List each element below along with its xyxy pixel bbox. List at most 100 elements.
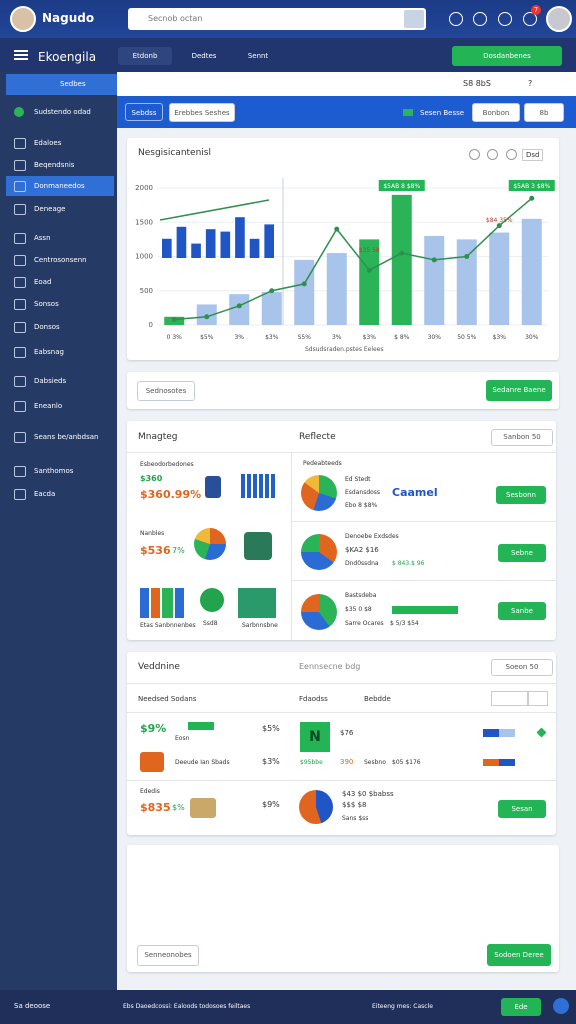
tile: N <box>300 722 330 752</box>
text: $05 $176 <box>392 759 421 766</box>
text: $76 <box>340 729 354 737</box>
button[interactable]: 8b <box>524 103 564 122</box>
menu-icon[interactable] <box>14 50 28 60</box>
sidebar-top[interactable] <box>6 74 117 95</box>
highlight: Caamel <box>392 486 438 499</box>
value: $835 <box>140 801 171 814</box>
box-icon <box>190 798 216 818</box>
value: 7% <box>172 546 185 555</box>
select[interactable]: Soeon 50 <box>491 659 553 676</box>
button[interactable]: Sodoen Deree <box>487 944 551 966</box>
tab[interactable]: Etdonb <box>118 47 172 65</box>
footer-button[interactable]: Ede <box>501 998 541 1016</box>
button[interactable]: Sedanre Baene <box>486 380 552 401</box>
annotation: $5AB 8 $8% <box>383 183 420 190</box>
sidebar-item[interactable]: Eoad <box>34 278 52 286</box>
divider <box>291 452 292 640</box>
y-tick-label: 500 <box>140 287 153 295</box>
sidebar-item[interactable]: Edaloes <box>34 139 62 147</box>
sidebar-item[interactable]: Santhomos <box>34 467 74 475</box>
button[interactable]: Sesan <box>498 800 546 818</box>
help[interactable]: ? <box>528 79 533 88</box>
filter-button[interactable]: Sebdss <box>125 103 163 121</box>
sidebar-icon <box>14 376 26 387</box>
sidebar-item[interactable]: Assn <box>34 234 51 242</box>
label: Nanbles <box>140 530 165 537</box>
sidebar-icon <box>14 160 26 171</box>
footer-status: Ebs Daoedcossi: Ealoods todosoes feiltae… <box>123 1003 251 1010</box>
sidebar-item[interactable]: Eabsnag <box>34 348 64 356</box>
icon[interactable] <box>473 12 487 26</box>
tab[interactable]: Sennt <box>247 52 269 60</box>
text: Ebo 8 $8% <box>345 502 378 509</box>
bar-icon <box>483 729 515 737</box>
sidebar-item[interactable]: Beqendsnis <box>34 161 75 169</box>
text: Ed Stedt <box>345 476 371 483</box>
column-header: Needsed Sodans <box>138 695 197 703</box>
x-tick-label: $ 8% <box>394 334 410 341</box>
bar <box>489 232 510 325</box>
text: $ 5/3 $54 <box>390 620 419 627</box>
y-tick-label: 2000 <box>135 184 153 192</box>
sidebar-item[interactable]: Eacda <box>34 490 56 498</box>
sidebar <box>0 72 117 990</box>
filter-button[interactable]: Erebbes Seshes <box>169 103 235 122</box>
icon[interactable] <box>487 149 498 160</box>
text: 390 <box>340 758 354 766</box>
icon[interactable] <box>449 12 463 26</box>
button[interactable]: Senneonobes <box>137 945 199 966</box>
sidebar-item[interactable]: Seans be/anbdsan <box>34 433 99 441</box>
bar <box>229 294 250 325</box>
icon[interactable] <box>523 12 537 26</box>
box[interactable] <box>491 691 528 706</box>
active-item[interactable] <box>6 176 114 196</box>
text: Denoebe Exdsdes <box>345 533 399 540</box>
sidebar-item[interactable]: Sonsos <box>34 300 59 308</box>
action-button[interactable]: Dosdanbenes <box>452 46 562 66</box>
value: $360 <box>140 474 163 483</box>
sidebar-item[interactable]: Eneanlo <box>34 402 63 410</box>
button[interactable]: Sesbonn <box>496 486 546 504</box>
value: $360.99% <box>140 488 202 501</box>
button[interactable]: Sanbe <box>498 602 546 620</box>
line-point <box>431 257 437 263</box>
sidebar-icon <box>14 347 26 358</box>
text: Sesbno <box>364 759 386 766</box>
icon[interactable] <box>506 149 517 160</box>
search-button[interactable] <box>404 10 424 28</box>
more-button[interactable]: Dsd <box>522 149 544 161</box>
inset-bar <box>162 238 172 258</box>
icon[interactable] <box>498 12 512 26</box>
badge: 7 <box>531 5 541 15</box>
button[interactable]: Sednosotes <box>137 381 195 401</box>
sidebar-item[interactable]: Donsos <box>34 323 60 331</box>
text: $43 $0 $babss <box>342 790 394 798</box>
search-box[interactable] <box>128 8 426 30</box>
sidebar-icon <box>14 432 26 443</box>
button[interactable]: Sebne <box>498 544 546 562</box>
icon[interactable] <box>469 149 480 160</box>
card-title: Mnagteg <box>138 432 178 442</box>
line-point <box>171 317 177 323</box>
sidebar-item[interactable]: Dabsieds <box>34 377 67 385</box>
tab[interactable]: Dedtes <box>191 52 217 60</box>
text: $5% <box>262 724 280 733</box>
divider <box>127 780 556 781</box>
chart-caption: Sdsudsraden.pstes Eelees <box>305 346 384 353</box>
x-tick-label: 30% <box>428 334 442 341</box>
select[interactable]: Sanbon 50 <box>491 429 553 446</box>
sidebar-icon <box>14 322 26 333</box>
sidebar-icon <box>14 255 26 266</box>
sidebar-item[interactable]: Deneage <box>34 205 66 213</box>
button[interactable]: Bonbon <box>472 103 520 122</box>
sidebar-item[interactable]: Donmaneedos <box>34 182 85 190</box>
sidebar-item[interactable]: Centrosonsenn <box>34 256 87 264</box>
y-tick-label: 1000 <box>135 253 153 261</box>
avatar[interactable] <box>10 6 36 32</box>
avatar[interactable] <box>546 6 572 32</box>
trend-arrow <box>159 199 270 221</box>
search-text: S8 8bS <box>463 79 491 88</box>
bar <box>424 235 445 325</box>
box[interactable] <box>528 691 548 706</box>
status: Sesen Besse <box>420 109 465 117</box>
